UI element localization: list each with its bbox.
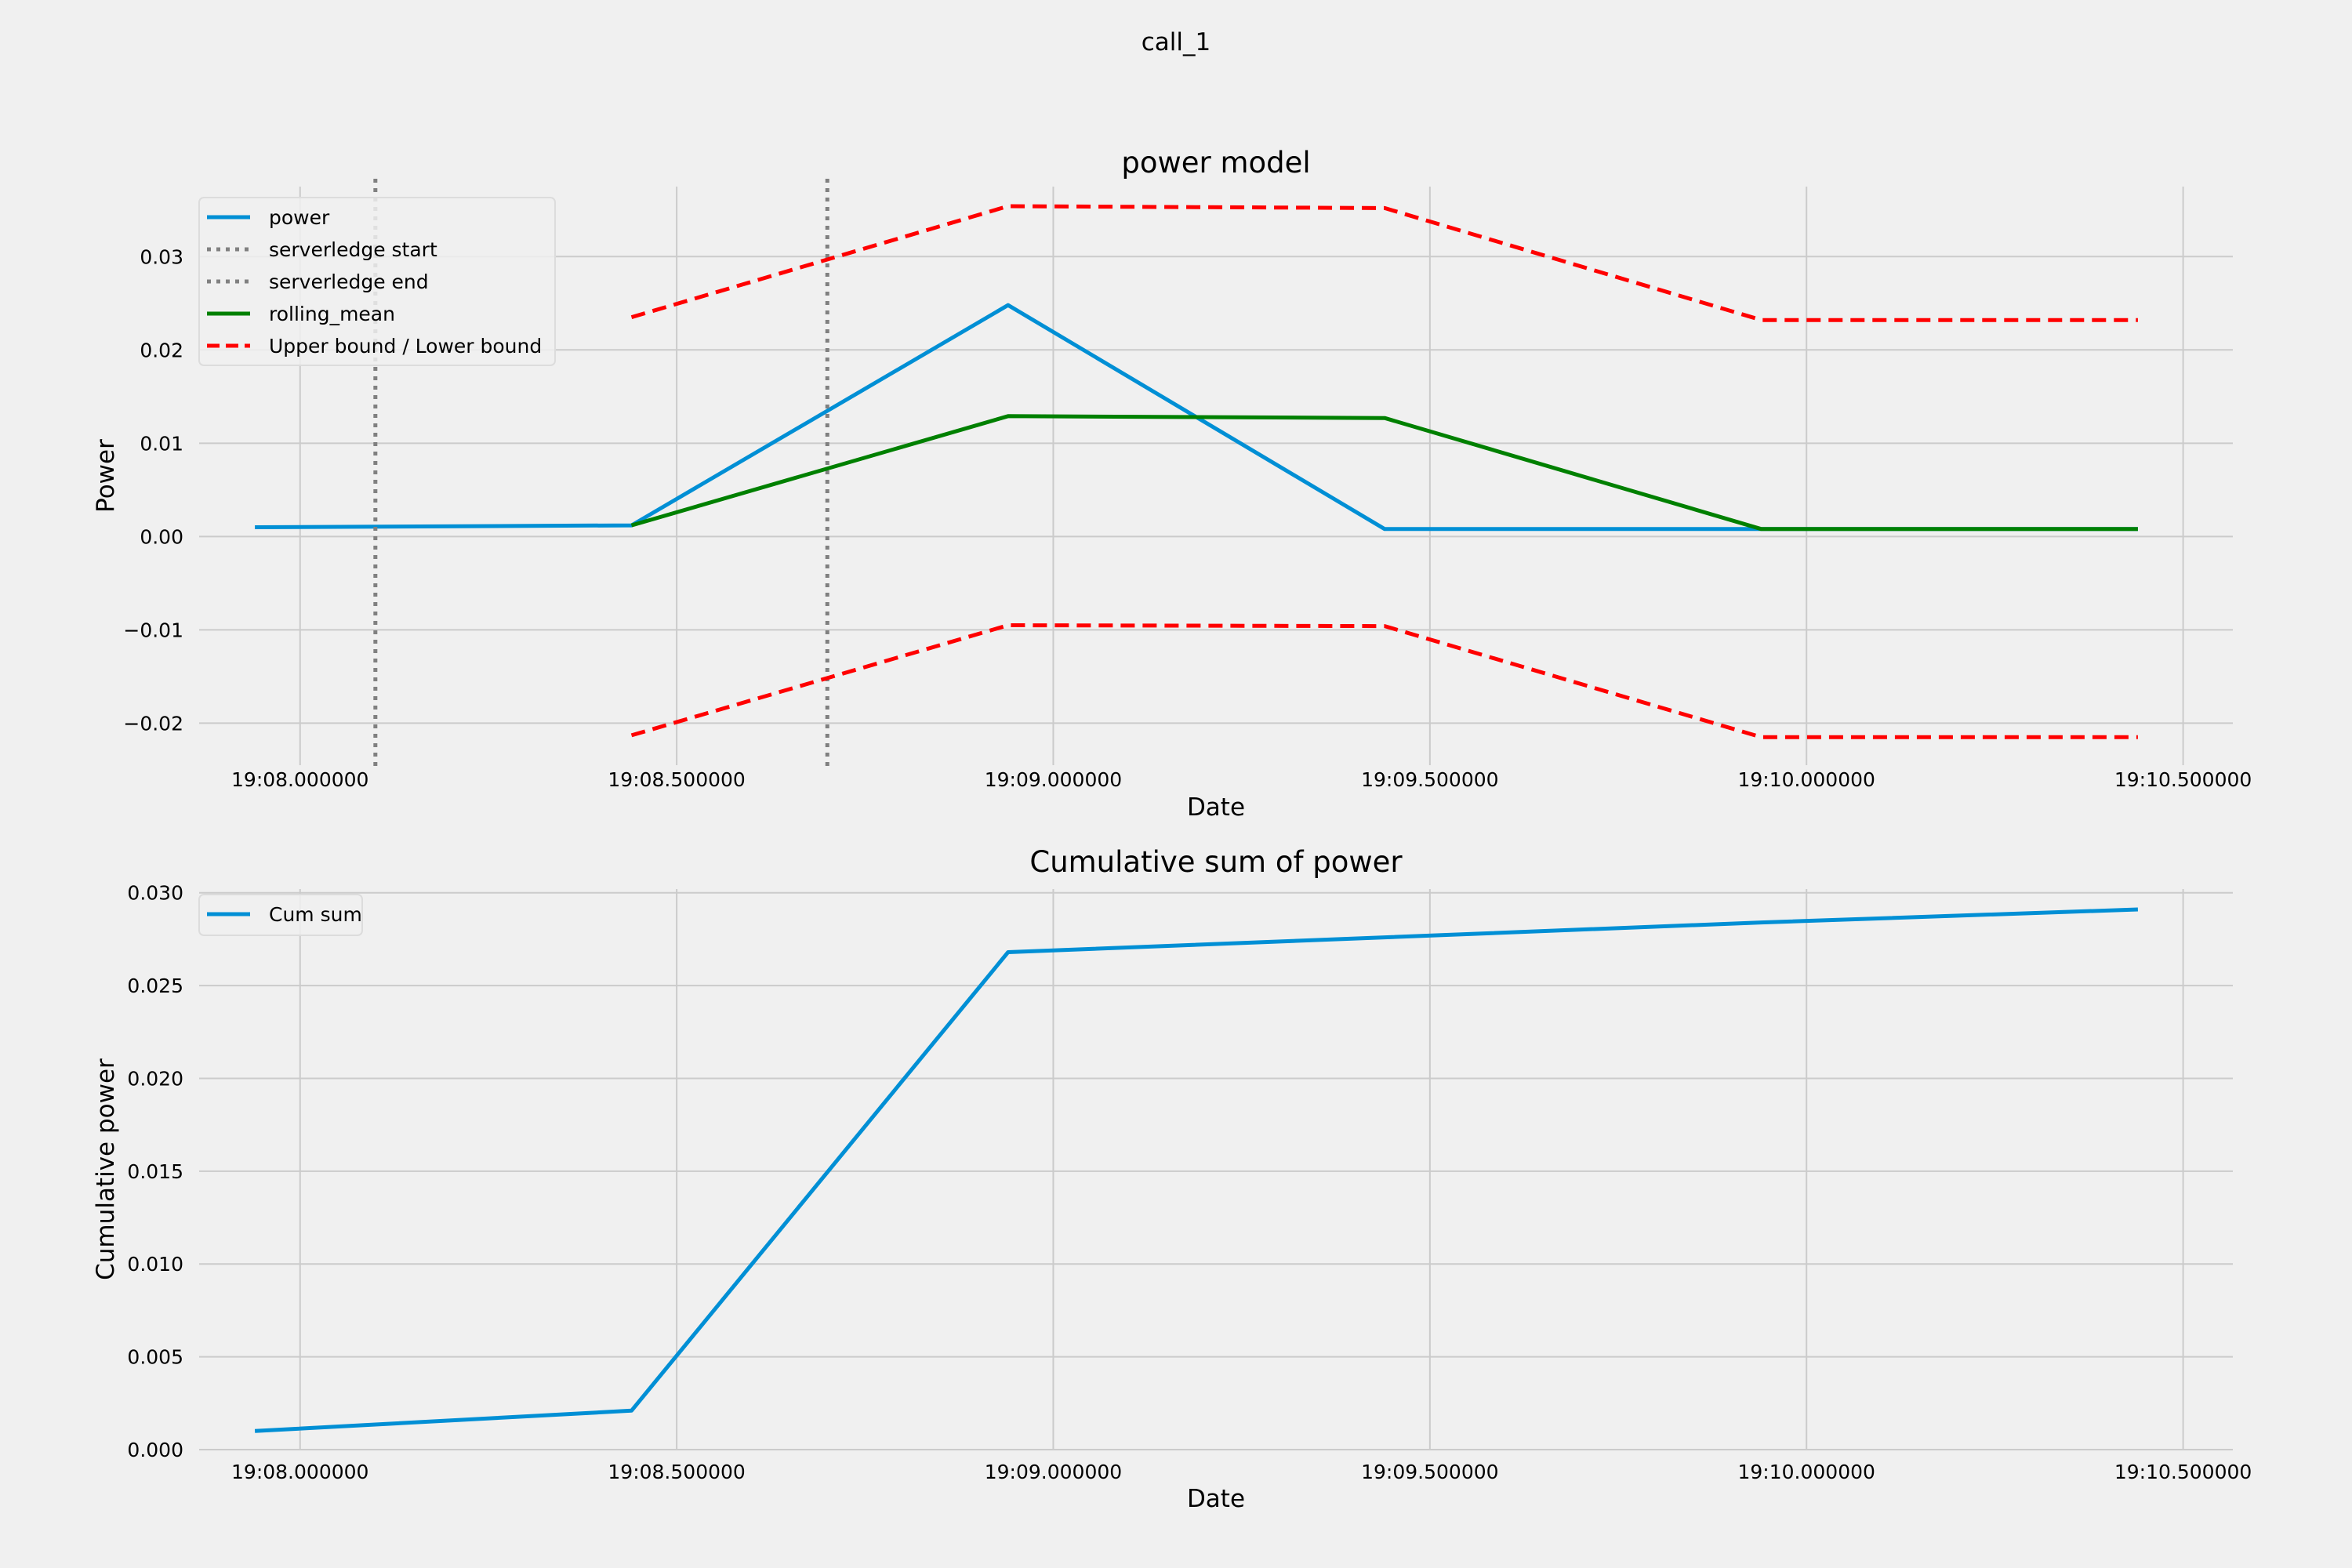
y-tick-label: 0.000 (127, 1439, 183, 1461)
x-tick-label: 19:10.000000 (1738, 1461, 1875, 1483)
x-tick-label: 19:09.000000 (985, 768, 1122, 791)
y-tick-label: −0.02 (123, 712, 183, 735)
x-tick-label: 19:10.000000 (1738, 768, 1875, 791)
legend-item: serverledge end (207, 270, 429, 293)
y-tick-label: −0.01 (123, 619, 183, 641)
legend-frame (198, 894, 363, 936)
x-tick-label: 19:09.500000 (1361, 768, 1498, 791)
y-tick-label: 0.03 (140, 245, 183, 268)
x-tick-label: 19:10.500000 (2114, 768, 2252, 791)
y-tick-label: 0.00 (140, 525, 183, 548)
x-tick-label: 19:09.500000 (1361, 1461, 1498, 1483)
plot-title: Cumulative sum of power (1029, 845, 1403, 879)
legend: Cum sum (198, 894, 363, 936)
power-model-plot: 19:08.000000 19:08.500000 19:09.000000 19:0… (92, 146, 2252, 822)
x-axis-label: Date (1187, 793, 1245, 822)
x-tick-label: 19:08.000000 (231, 1461, 368, 1483)
y-tick-label: 0.030 (127, 882, 183, 905)
x-tick-label: 19:08.500000 (608, 768, 745, 791)
figure-title: call_1 (1142, 28, 1211, 56)
legend-item: rolling_mean (207, 303, 395, 325)
cumulative-sum-plot: 19:08.000000 19:08.500000 19:09.000000 19:0… (92, 845, 2252, 1513)
legend-label: Upper bound / Lower bound (269, 335, 542, 358)
y-tick-label: 0.005 (127, 1346, 183, 1369)
y-tick-label: 0.020 (127, 1067, 183, 1090)
x-tick-label: 19:09.000000 (985, 1461, 1122, 1483)
legend-label: Cum sum (269, 903, 362, 926)
legend-label: rolling_mean (269, 303, 395, 325)
plot-title: power model (1121, 146, 1310, 180)
legend-item: power (207, 206, 330, 229)
y-axis-label: Power (92, 439, 120, 513)
legend-label: power (269, 206, 330, 229)
y-tick-label: 0.01 (140, 432, 183, 455)
legend: power serverledge start serverledge end rol… (198, 197, 556, 366)
y-tick-label: 0.02 (140, 339, 183, 361)
legend-item: Cum sum (207, 903, 362, 926)
legend-label: serverledge end (269, 270, 429, 293)
y-tick-label: 0.015 (127, 1160, 183, 1183)
legend-label: serverledge start (269, 238, 437, 261)
legend-item: Upper bound / Lower bound (207, 335, 542, 358)
x-axis-label: Date (1187, 1485, 1245, 1513)
legend-frame (198, 197, 556, 366)
y-tick-label: 0.025 (127, 975, 183, 997)
y-tick-label: 0.010 (127, 1253, 183, 1276)
x-tick-label: 19:10.500000 (2114, 1461, 2252, 1483)
series-line-rolling-mean (630, 414, 2138, 532)
legend-item: serverledge start (207, 238, 437, 261)
x-tick-label: 19:08.000000 (231, 768, 368, 791)
y-axis-label: Cumulative power (92, 1058, 120, 1280)
series-line-cum-sum (254, 907, 2138, 1433)
x-tick-label: 19:08.500000 (608, 1461, 745, 1483)
series-line-lower-bound (630, 623, 2138, 739)
series-line-upper-bound-lower-bound (630, 204, 2138, 322)
